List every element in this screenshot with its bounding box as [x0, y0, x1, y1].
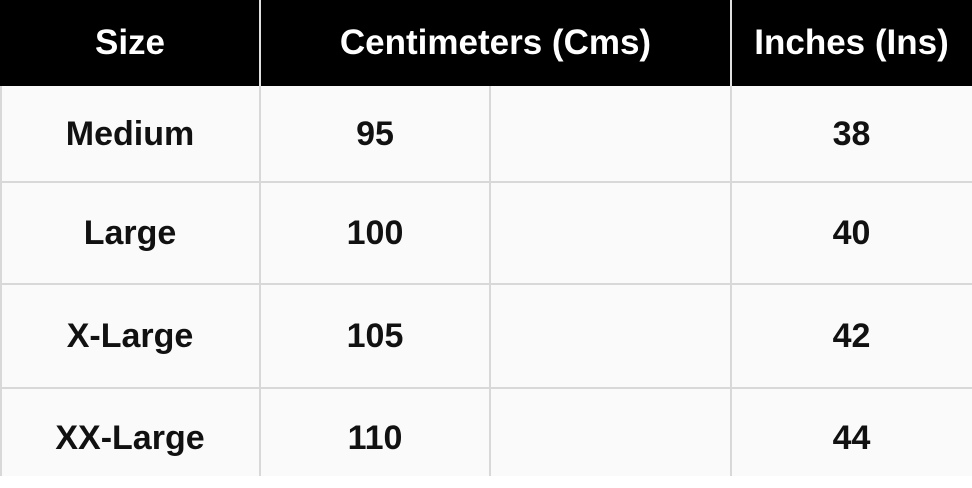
size-cell: X-Large	[66, 316, 194, 355]
border	[0, 181, 972, 183]
size-table: Size Centimeters (Cms) Inches (Ins) Medium 9…	[0, 0, 972, 476]
size-cell: Medium	[65, 114, 195, 153]
header-separator	[730, 0, 732, 86]
header-cell: Inches (Ins)	[731, 0, 972, 86]
header-cell: Size	[0, 0, 260, 86]
value-cell: 95	[356, 114, 394, 153]
value-cell: 105	[346, 316, 404, 355]
value-cell: 44	[832, 418, 871, 457]
value-cell: 100	[346, 213, 404, 252]
value-cell: 40	[832, 213, 871, 252]
border	[0, 86, 2, 476]
border	[489, 86, 491, 476]
border	[730, 86, 732, 476]
size-cell: XX-Large	[55, 418, 205, 457]
border	[259, 86, 261, 476]
size-cell: Large	[83, 213, 177, 252]
header-cell: Centimeters (Cms)	[260, 0, 731, 86]
border	[0, 283, 972, 285]
value-cell: 38	[832, 114, 871, 153]
border	[0, 387, 972, 389]
value-cell: 110	[347, 418, 403, 457]
value-cell: 42	[832, 316, 871, 355]
header-separator	[259, 0, 261, 86]
